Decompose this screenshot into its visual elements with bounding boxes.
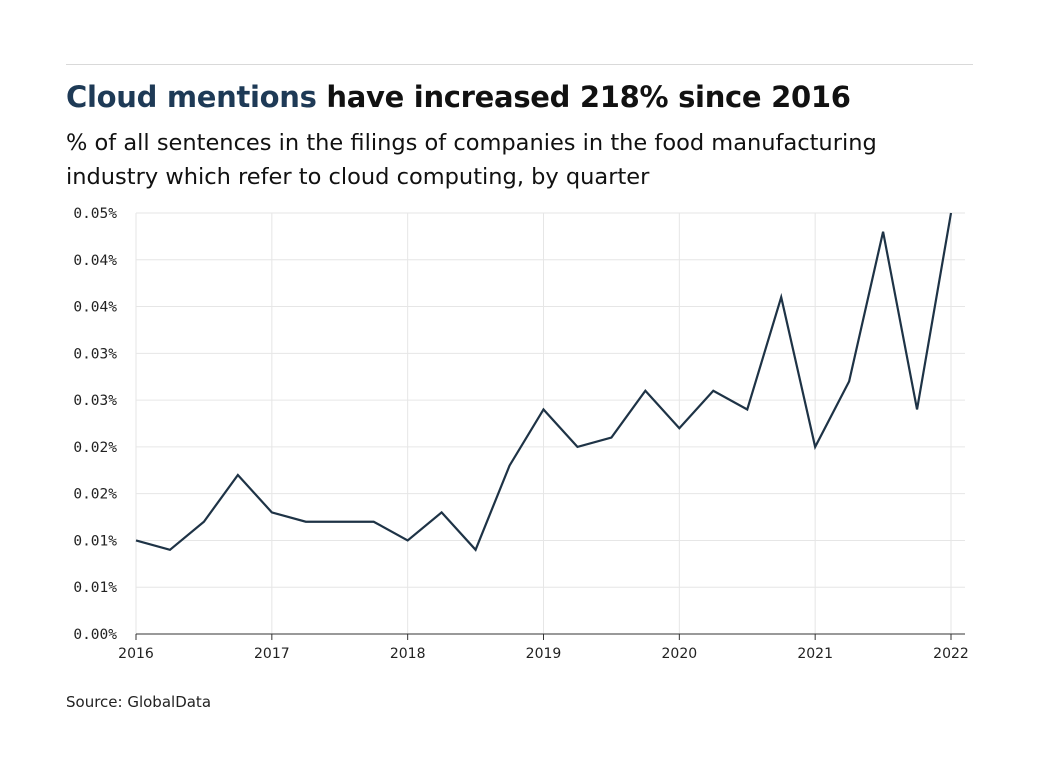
chart-title: Cloud mentions have increased 218% since… <box>66 80 851 114</box>
x-tick-label: 2022 <box>933 646 969 662</box>
source-note: Source: GlobalData <box>66 693 212 711</box>
y-tick-label: 0.03% <box>73 393 117 409</box>
y-tick-label: 0.03% <box>73 346 117 362</box>
y-tick-label: 0.04% <box>73 253 117 269</box>
x-tick-label: 2021 <box>797 646 833 662</box>
title-rest: have increased 218% since 2016 <box>316 80 851 114</box>
top-rule <box>66 64 973 65</box>
y-tick-label: 0.05% <box>73 206 117 222</box>
y-tick-label: 0.04% <box>73 300 117 316</box>
y-tick-label: 0.02% <box>73 440 117 456</box>
y-tick-label: 0.00% <box>73 627 117 643</box>
x-tick-label: 2019 <box>526 646 562 662</box>
y-tick-label: 0.02% <box>73 487 117 503</box>
x-tick-label: 2018 <box>390 646 426 662</box>
title-highlight: Cloud mentions <box>66 80 317 114</box>
y-tick-label: 0.01% <box>73 533 117 549</box>
y-tick-label: 0.01% <box>73 580 117 596</box>
x-tick-label: 2020 <box>662 646 698 662</box>
x-tick-label: 2017 <box>254 646 290 662</box>
x-tick-label: 2016 <box>118 646 154 662</box>
chart-subtitle: % of all sentences in the filings of com… <box>66 130 877 190</box>
